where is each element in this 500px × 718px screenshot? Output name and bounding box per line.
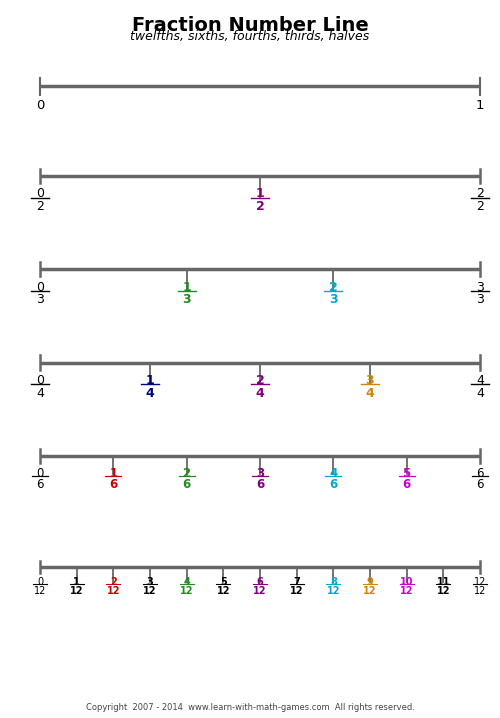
Text: 4: 4 — [476, 374, 484, 387]
Text: 3: 3 — [366, 374, 374, 387]
Text: 12: 12 — [144, 586, 157, 596]
Text: 6: 6 — [36, 477, 44, 490]
Text: 6: 6 — [256, 577, 264, 587]
Text: 4: 4 — [184, 577, 190, 587]
Text: Fraction Number Line: Fraction Number Line — [132, 16, 368, 34]
Text: 12: 12 — [34, 586, 46, 596]
Text: 4: 4 — [36, 386, 44, 400]
Text: 2: 2 — [256, 374, 264, 387]
Text: 3: 3 — [146, 577, 154, 587]
Text: 2: 2 — [36, 200, 44, 213]
Text: 12: 12 — [180, 586, 194, 596]
Text: 6: 6 — [476, 467, 484, 480]
Text: 3: 3 — [476, 293, 484, 307]
Text: 1: 1 — [74, 577, 80, 587]
Text: 5: 5 — [402, 467, 411, 480]
Text: 2: 2 — [256, 200, 264, 213]
Text: 4: 4 — [256, 386, 264, 400]
Text: 0: 0 — [36, 281, 44, 294]
Text: 12: 12 — [400, 586, 413, 596]
Text: 2: 2 — [476, 200, 484, 213]
Text: 2: 2 — [110, 577, 116, 587]
Text: 0: 0 — [36, 99, 44, 112]
Text: 4: 4 — [366, 386, 374, 400]
Text: 1: 1 — [476, 99, 484, 112]
Text: 12: 12 — [216, 586, 230, 596]
Text: 3: 3 — [182, 293, 191, 307]
Text: 1: 1 — [146, 374, 154, 387]
Text: twelfths, sixths, fourths, thirds, halves: twelfths, sixths, fourths, thirds, halve… — [130, 30, 370, 43]
Text: 12: 12 — [474, 586, 486, 596]
Text: 1: 1 — [256, 187, 264, 200]
Text: 12: 12 — [436, 586, 450, 596]
Text: 1: 1 — [182, 281, 191, 294]
Text: 5: 5 — [220, 577, 226, 587]
Text: 12: 12 — [363, 586, 377, 596]
Text: 12: 12 — [290, 586, 304, 596]
Text: 12: 12 — [254, 586, 267, 596]
Text: 2: 2 — [476, 187, 484, 200]
Text: 4: 4 — [329, 467, 338, 480]
Text: 6: 6 — [402, 477, 411, 490]
Text: 2: 2 — [329, 281, 338, 294]
Text: 4: 4 — [146, 386, 154, 400]
Text: 6: 6 — [109, 477, 118, 490]
Text: 3: 3 — [256, 467, 264, 480]
Text: 12: 12 — [106, 586, 120, 596]
Text: 12: 12 — [474, 577, 486, 587]
Text: 7: 7 — [294, 577, 300, 587]
Text: Copyright  2007 - 2014  www.learn-with-math-games.com  All rights reserved.: Copyright 2007 - 2014 www.learn-with-mat… — [86, 703, 414, 712]
Text: 9: 9 — [366, 577, 374, 587]
Text: 2: 2 — [182, 467, 190, 480]
Text: 3: 3 — [36, 293, 44, 307]
Text: 6: 6 — [476, 477, 484, 490]
Text: 0: 0 — [36, 467, 44, 480]
Text: 11: 11 — [436, 577, 450, 587]
Text: 6: 6 — [182, 477, 191, 490]
Text: 3: 3 — [476, 281, 484, 294]
Text: 12: 12 — [70, 586, 84, 596]
Text: 12: 12 — [326, 586, 340, 596]
Text: 6: 6 — [256, 477, 264, 490]
Text: 3: 3 — [329, 293, 338, 307]
Text: 6: 6 — [329, 477, 338, 490]
Text: 1: 1 — [110, 467, 118, 480]
Text: 8: 8 — [330, 577, 337, 587]
Text: 4: 4 — [476, 386, 484, 400]
Text: 0: 0 — [36, 374, 44, 387]
Text: 0: 0 — [36, 187, 44, 200]
Text: 0: 0 — [37, 577, 43, 587]
Text: 10: 10 — [400, 577, 413, 587]
